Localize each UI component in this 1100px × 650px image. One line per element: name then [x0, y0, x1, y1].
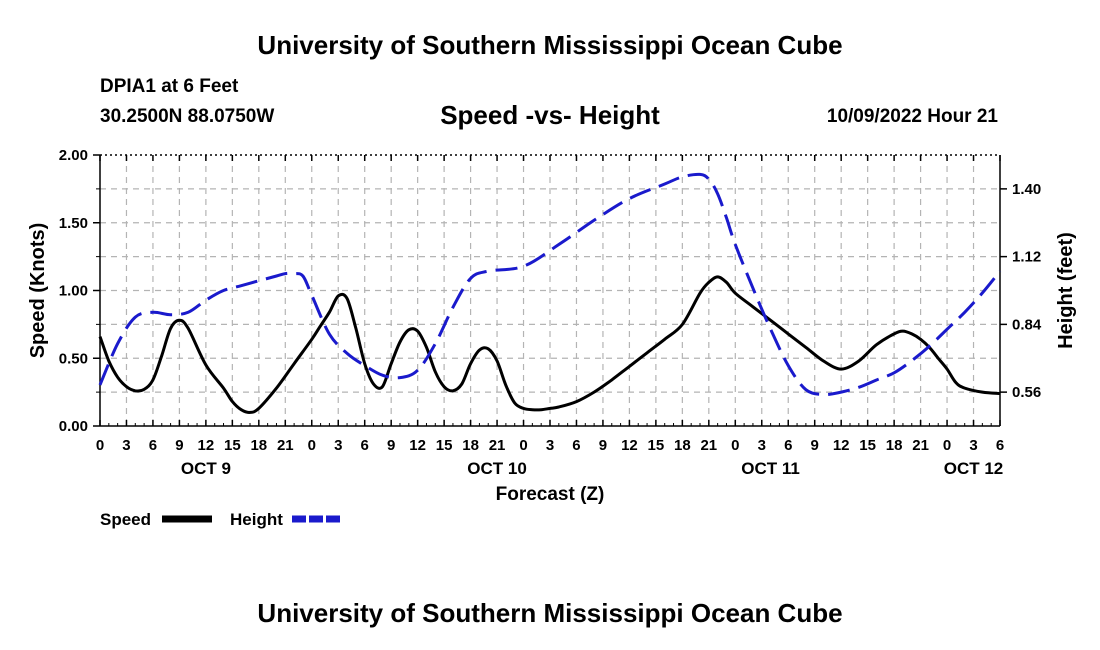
footer-title: University of Southern Mississippi Ocean…: [257, 598, 843, 628]
x-tick-label: 0: [943, 437, 951, 454]
speed-series-line: [98, 275, 1001, 414]
y-tick-label: 2.00: [59, 147, 88, 164]
x-tick-label: 18: [886, 437, 903, 454]
station-name: DPIA1 at 6 Feet: [100, 76, 239, 97]
y-tick-label: 1.00: [59, 283, 88, 300]
x-tick-label: 6: [149, 437, 157, 454]
y2-tick-label: 1.12: [1012, 249, 1041, 266]
x-tick-label: 0: [519, 437, 527, 454]
x-tick-label: 0: [96, 437, 104, 454]
height-series-line: [98, 172, 1002, 397]
y-tick-label: 1.50: [59, 215, 88, 232]
y-tick-label: 0.50: [59, 350, 88, 367]
x-tick-label: 15: [224, 437, 241, 454]
x-tick-label: 3: [969, 437, 977, 454]
x-tick-label: 9: [599, 437, 607, 454]
date-label: OCT 10: [467, 459, 527, 478]
x-tick-label: 12: [621, 437, 638, 454]
chart-title: Speed -vs- Height: [440, 100, 660, 130]
x-tick-label: 12: [833, 437, 850, 454]
chart-datetime: 10/09/2022 Hour 21: [826, 106, 998, 127]
x-tick-label: 9: [811, 437, 819, 454]
x-tick-label: 3: [122, 437, 130, 454]
legend-height-label: Height: [230, 510, 283, 529]
x-tick-label: 3: [334, 437, 342, 454]
x-tick-label: 21: [912, 437, 929, 454]
x-tick-label: 15: [859, 437, 876, 454]
y-axis-title: Speed (Knots): [27, 223, 49, 359]
y2-tick-label: 0.56: [1012, 384, 1041, 401]
x-tick-label: 21: [700, 437, 717, 454]
x-tick-label: 3: [758, 437, 766, 454]
y2-tick-label: 1.40: [1012, 181, 1041, 198]
x-tick-label: 6: [784, 437, 792, 454]
x-tick-label: 18: [674, 437, 691, 454]
x-tick-label: 0: [731, 437, 739, 454]
x-tick-label: 15: [436, 437, 453, 454]
x-tick-label: 6: [361, 437, 369, 454]
station-coordinates: 30.2500N 88.0750W: [100, 106, 275, 127]
main-title: University of Southern Mississippi Ocean…: [257, 30, 843, 60]
x-tick-label: 15: [648, 437, 665, 454]
x-tick-label: 18: [250, 437, 267, 454]
date-label: OCT 9: [181, 459, 231, 478]
x-tick-label: 3: [546, 437, 554, 454]
x-tick-label: 12: [198, 437, 215, 454]
x-axis-title: Forecast (Z): [496, 484, 605, 505]
y2-tick-label: 0.84: [1012, 316, 1042, 333]
y2-axis-title: Height (feet): [1055, 232, 1077, 349]
x-tick-label: 9: [387, 437, 395, 454]
x-tick-label: 6: [572, 437, 580, 454]
x-tick-label: 6: [996, 437, 1004, 454]
x-tick-label: 12: [409, 437, 426, 454]
date-label: OCT 11: [741, 459, 800, 478]
x-tick-label: 21: [489, 437, 506, 454]
x-tick-label: 18: [462, 437, 479, 454]
x-tick-label: 0: [308, 437, 316, 454]
x-tick-label: 9: [175, 437, 183, 454]
date-label: OCT 12: [944, 459, 1004, 478]
y-tick-label: 0.00: [59, 418, 88, 435]
x-tick-label: 21: [277, 437, 294, 454]
legend-speed-label: Speed: [100, 510, 151, 529]
